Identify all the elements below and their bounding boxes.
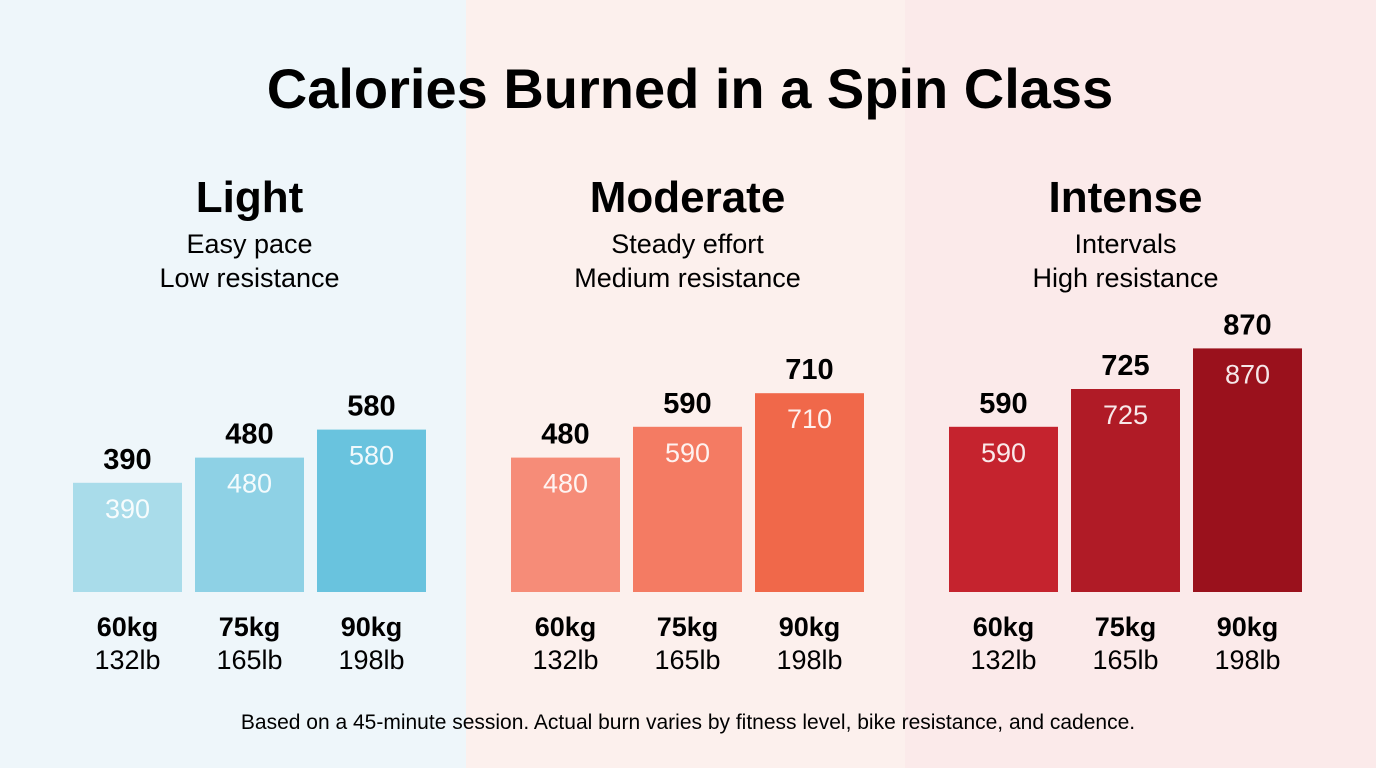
bar-inner-label: 480	[543, 469, 588, 499]
group-title: Light	[196, 173, 304, 222]
bar-value-label: 590	[663, 388, 711, 420]
category-kg-label: 75kg	[219, 612, 281, 642]
category-lb-label: 198lb	[338, 645, 404, 675]
bar-value-label: 480	[541, 419, 589, 451]
group-moderate: Moderate Steady effort Medium resistance 48…	[511, 173, 864, 675]
category-lb-label: 132lb	[94, 645, 160, 675]
group-subtitle: Intervals	[1074, 229, 1176, 259]
group-subtitle: Medium resistance	[574, 263, 801, 293]
bar-value-label: 870	[1223, 309, 1271, 341]
bar	[73, 482, 182, 592]
panel-moderate	[466, 0, 905, 768]
category-kg-label: 90kg	[1217, 612, 1279, 642]
category-kg-label: 90kg	[341, 612, 403, 642]
category-kg-label: 60kg	[97, 612, 159, 642]
category-lb-label: 132lb	[532, 645, 598, 675]
bar	[511, 457, 620, 592]
bar-value-label: 725	[1101, 350, 1149, 382]
bar	[195, 457, 304, 592]
bar	[633, 426, 742, 592]
bar-inner-label: 870	[1225, 359, 1270, 389]
bar	[755, 393, 864, 592]
footnote: Based on a 45-minute session. Actual bur…	[241, 711, 1135, 734]
bar-value-label: 580	[347, 391, 395, 423]
group-intense: Intense Intervals High resistance 590 590 60k…	[949, 173, 1302, 675]
category-lb-label: 198lb	[776, 645, 842, 675]
category-kg-label: 60kg	[535, 612, 597, 642]
group-subtitle: High resistance	[1032, 263, 1218, 293]
bar-inner-label: 710	[787, 404, 832, 434]
category-lb-label: 165lb	[1092, 645, 1158, 675]
bar	[317, 429, 426, 592]
category-lb-label: 165lb	[654, 645, 720, 675]
group-title: Moderate	[590, 173, 786, 222]
chart-title: Calories Burned in a Spin Class	[267, 57, 1113, 120]
category-kg-label: 90kg	[779, 612, 841, 642]
category-kg-label: 60kg	[973, 612, 1035, 642]
bar-inner-label: 725	[1103, 400, 1148, 430]
bar-value-label: 710	[785, 354, 833, 386]
bar	[1071, 389, 1180, 592]
bar	[949, 426, 1058, 592]
group-light: Light Easy pace Low resistance 390 390 60kg13…	[73, 173, 426, 675]
group-subtitle: Low resistance	[159, 263, 339, 293]
category-lb-label: 132lb	[970, 645, 1036, 675]
bar	[1193, 348, 1302, 592]
bar-inner-label: 580	[349, 441, 394, 471]
bar-value-label: 590	[979, 388, 1027, 420]
bar-inner-label: 480	[227, 469, 272, 499]
bar-value-label: 390	[103, 444, 151, 476]
group-title: Intense	[1048, 173, 1202, 222]
group-subtitle: Easy pace	[186, 229, 312, 259]
category-lb-label: 198lb	[1214, 645, 1280, 675]
bar-value-label: 480	[225, 419, 273, 451]
bar-inner-label: 590	[665, 438, 710, 468]
category-kg-label: 75kg	[657, 612, 719, 642]
panel-light	[0, 0, 466, 768]
category-kg-label: 75kg	[1095, 612, 1157, 642]
bar-inner-label: 390	[105, 494, 150, 524]
bar-inner-label: 590	[981, 438, 1026, 468]
category-lb-label: 165lb	[216, 645, 282, 675]
group-subtitle: Steady effort	[611, 229, 764, 259]
